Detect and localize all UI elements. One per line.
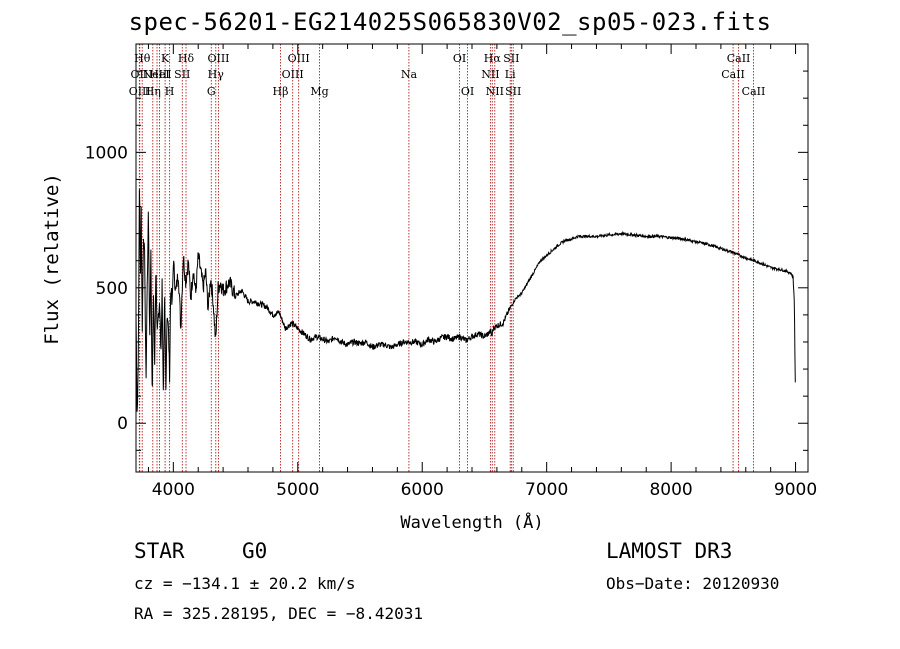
line-label: OII [131,68,149,81]
line-label: OIII [129,85,151,98]
line-label: Hβ [273,85,289,98]
line-label: Hα [484,52,502,65]
y-tick-label: 0 [117,414,128,434]
line-label: Na [401,68,418,81]
line-label: CaII [742,85,766,98]
line-label: NII [486,85,504,98]
y-axis-label: Flux (relative) [41,173,63,345]
spectrum-series [135,189,796,412]
x-tick-label: 5000 [276,480,319,500]
line-label: SII [505,85,521,98]
line-label: H [165,85,175,98]
y-tick-label: 1000 [85,143,128,163]
line-label: Mg [310,85,328,98]
line-label: G [207,85,216,98]
line-label: Hθ [134,52,151,65]
line-label: Hδ [178,52,195,65]
line-label: NeIII [142,68,171,81]
line-label: OI [453,52,466,65]
x-tick-label: 9000 [774,480,817,500]
line-label: Hη [145,85,161,98]
y-axis-ticks: 0 500 1000 [85,70,808,451]
y-tick-label: 500 [96,279,128,299]
line-label: OI [461,85,474,98]
survey-name: LAMOST DR3 [606,539,733,563]
x-tick-label: 6000 [401,480,444,500]
radial-velocity: cz = −134.1 ± 20.2 km/s [134,574,356,593]
plot-border [135,43,809,473]
line-label: SII [503,52,519,65]
spectrum-line [135,189,796,412]
x-axis-label: Wavelength (Å) [400,511,543,533]
line-label: Hγ [208,68,225,81]
x-tick-label: 7000 [525,480,568,500]
line-label: CaII [727,52,751,65]
line-label: HeI [149,68,169,81]
line-label: SII [174,68,190,81]
x-axis-ticks: 4000 5000 6000 7000 8000 9000 [147,44,817,500]
line-label: OIII [288,52,310,65]
line-label: NII [481,68,499,81]
line-label: OIII [207,52,229,65]
line-label: OIII [282,68,304,81]
object-class: STAR [134,539,185,563]
x-tick-label: 8000 [649,480,692,500]
spectral-subclass: G0 [242,539,268,563]
emission-line-markers [138,44,754,472]
chart-title: spec-56201-EG214025S065830V02_sp05-023.f… [128,8,772,36]
coordinates: RA = 325.28195, DEC = −8.42031 [134,604,423,623]
line-label: Li [505,68,516,81]
line-label: K [161,52,170,65]
observation-date: Obs−Date: 20120930 [606,574,780,593]
plot-frame [135,43,809,473]
x-tick-label: 4000 [152,480,195,500]
line-label: CaII [721,68,745,81]
